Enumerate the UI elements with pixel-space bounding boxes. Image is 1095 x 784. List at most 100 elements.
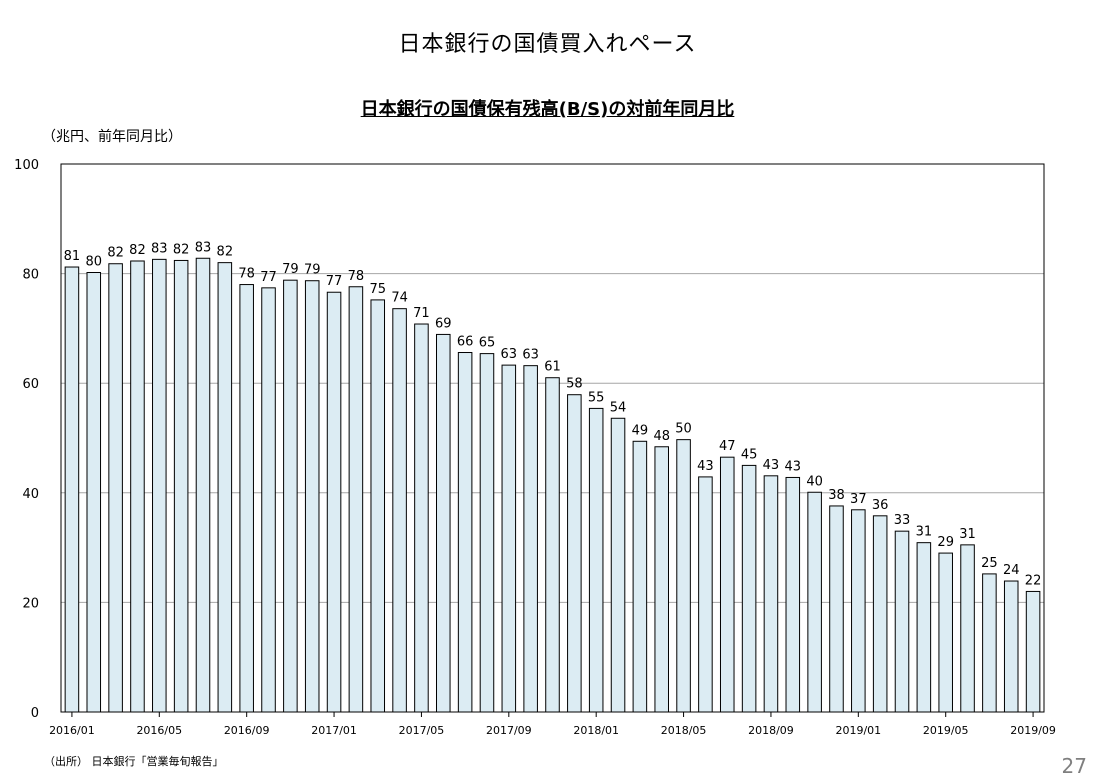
bar [785,476,801,713]
bar [894,530,910,713]
data-label: 80 [85,255,102,270]
source-note: （出所） 日本銀行「営業毎旬報告」 [44,755,224,768]
bar [960,544,975,713]
data-label: 24 [1003,563,1020,578]
data-label: 69 [435,316,452,331]
data-label: 47 [719,439,736,454]
x-tick-label: 2019/05 [923,724,969,737]
bar [304,280,320,713]
bar [698,476,713,713]
data-label: 54 [610,400,627,415]
bar [152,258,167,713]
bar [457,352,473,713]
data-label: 25 [981,556,998,571]
bar [86,272,102,713]
data-label: 78 [238,267,255,282]
bar [501,364,517,713]
bar [283,279,298,713]
bar [173,259,189,713]
x-tick-label: 2017/01 [311,724,357,737]
data-label: 37 [850,492,867,507]
data-label: 77 [326,274,343,289]
data-label: 82 [173,242,190,257]
data-label: 31 [916,525,933,540]
bar [326,291,342,713]
bar [741,464,757,713]
bar [479,353,495,713]
data-label: 71 [413,306,430,321]
bar [851,509,866,713]
data-label: 74 [391,291,408,306]
bar [829,505,844,713]
data-label: 77 [260,270,277,285]
data-label: 83 [151,241,168,256]
data-label: 43 [785,459,802,474]
slide-title: 日本銀行の国債買入れペース [398,32,697,57]
x-tick-label: 2018/05 [661,724,707,737]
y-tick-label: 60 [22,377,39,392]
y-tick-label: 20 [22,596,39,611]
data-label: 78 [348,269,365,284]
bar [545,377,560,713]
y-tick-label: 40 [22,487,39,502]
x-tick-label: 2017/05 [399,724,445,737]
bar [916,542,932,713]
bar [414,323,429,713]
bar [239,284,254,713]
data-label: 79 [282,262,299,277]
data-label: 33 [894,513,911,528]
bar [436,333,451,713]
data-label: 75 [369,282,386,297]
chart-title: 日本銀行の国債保有残高(B/S)の対前年同月比 [360,99,735,120]
x-tick-label: 2019/09 [1010,724,1056,737]
bar [982,573,997,713]
y-tick-label: 100 [14,158,39,173]
x-tick-label: 2016/05 [136,724,182,737]
data-label: 79 [304,263,321,278]
data-label: 43 [697,459,714,474]
bar [763,475,779,713]
data-label: 48 [653,429,670,444]
data-label: 40 [806,474,823,489]
data-label: 82 [107,246,124,261]
bar [261,287,276,713]
bar [807,491,822,713]
x-tick-label: 2018/01 [573,724,619,737]
data-label: 63 [522,348,539,363]
bar [130,260,145,713]
bar [523,365,538,713]
x-tick-label: 2019/01 [835,724,881,737]
x-tick-label: 2017/09 [486,724,532,737]
bar [370,299,386,713]
y-tick-label: 80 [22,268,39,283]
data-label: 66 [457,335,474,350]
data-label: 82 [217,245,234,260]
bar [392,308,407,713]
data-label: 63 [501,347,518,362]
x-tick-label: 2016/01 [49,724,95,737]
bar [1025,590,1041,713]
data-label: 29 [937,535,954,550]
data-label: 38 [828,488,845,503]
bar [654,446,669,713]
bar [588,407,604,713]
bar [719,456,735,713]
data-label: 49 [632,423,649,438]
data-label: 55 [588,390,605,405]
page-number: 27 [1061,754,1087,778]
data-label: 61 [544,360,561,375]
bar [872,515,888,713]
x-tick-label: 2016/09 [224,724,270,737]
data-label: 82 [129,243,146,258]
bar [64,266,80,713]
bar [632,440,648,713]
bar [610,417,626,713]
data-label: 43 [763,458,780,473]
data-label: 45 [741,447,758,462]
data-label: 65 [479,336,496,351]
unit-label: （兆円、前年同月比） [42,129,182,145]
data-label: 50 [675,422,692,437]
data-label: 83 [195,240,212,255]
data-label: 22 [1025,573,1042,588]
